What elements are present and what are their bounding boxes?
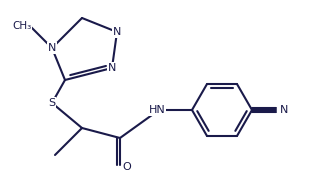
Text: N: N <box>108 63 116 73</box>
Text: HN: HN <box>149 105 165 115</box>
Text: O: O <box>123 162 131 172</box>
Text: CH₃: CH₃ <box>12 21 32 31</box>
Text: N: N <box>48 43 56 53</box>
Text: N: N <box>113 27 121 37</box>
Text: N: N <box>280 105 288 115</box>
Text: S: S <box>49 98 55 108</box>
